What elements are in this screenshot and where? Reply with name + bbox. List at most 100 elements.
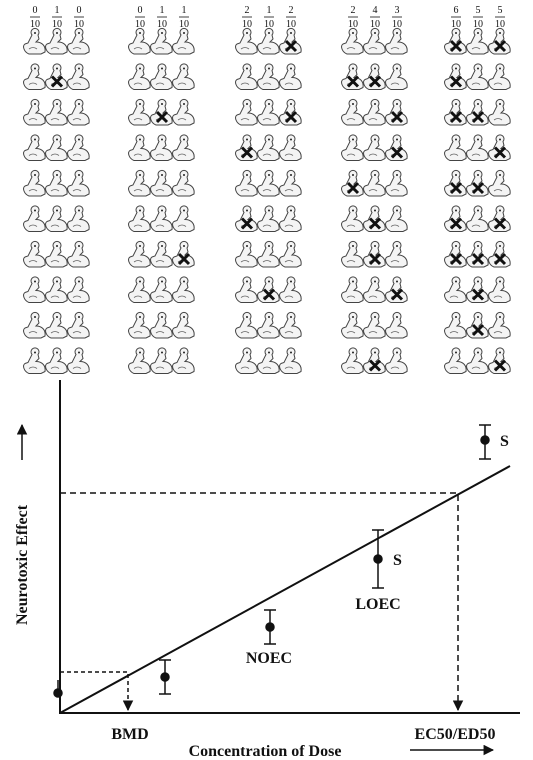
duck-body	[364, 99, 386, 125]
duck-body	[46, 99, 68, 125]
duck	[258, 135, 280, 161]
duck	[386, 28, 408, 54]
duck-body	[467, 348, 489, 374]
duck-eye	[352, 68, 354, 70]
duck-eye	[374, 68, 376, 70]
duck-body	[173, 28, 195, 54]
duck-eye	[78, 68, 80, 70]
duck	[24, 28, 46, 54]
duck-body	[386, 170, 408, 196]
duck	[445, 312, 467, 338]
duck-eye	[246, 210, 248, 212]
duck-eye	[183, 281, 185, 283]
duck-body	[151, 170, 173, 196]
duck	[129, 28, 151, 54]
duck	[489, 99, 511, 125]
duck-eye	[455, 352, 457, 354]
s-label: S	[393, 552, 402, 569]
duck-eye	[161, 281, 163, 283]
duck	[445, 277, 467, 303]
duck-eye	[34, 210, 36, 212]
duck	[258, 241, 280, 267]
duck	[24, 64, 46, 90]
duck-eye	[246, 174, 248, 176]
duck	[386, 348, 408, 374]
duck	[46, 99, 68, 125]
duck-body	[342, 348, 364, 374]
duck	[489, 348, 511, 374]
duck-eye	[56, 316, 58, 318]
duck-eye	[246, 103, 248, 105]
duck	[173, 64, 195, 90]
duck-eye	[139, 281, 141, 283]
duck-eye	[246, 316, 248, 318]
duck-body	[386, 277, 408, 303]
duck-body	[342, 28, 364, 54]
duck	[46, 135, 68, 161]
duck	[173, 99, 195, 125]
duck-body	[258, 64, 280, 90]
duck-body	[24, 64, 46, 90]
duck-eye	[78, 210, 80, 212]
duck	[280, 135, 302, 161]
duck-eye	[499, 352, 501, 354]
duck	[445, 28, 467, 54]
duck-eye	[139, 139, 141, 141]
duck-eye	[183, 245, 185, 247]
duck-eye	[139, 68, 141, 70]
duck	[342, 135, 364, 161]
fraction-numerator: 2	[289, 5, 294, 16]
duck-body	[489, 241, 511, 267]
duck	[342, 170, 364, 196]
duck-body	[386, 312, 408, 338]
duck-body	[342, 64, 364, 90]
duck	[236, 348, 258, 374]
duck-body	[151, 348, 173, 374]
duck	[68, 312, 90, 338]
duck-eye	[477, 281, 479, 283]
duck	[445, 241, 467, 267]
duck-body	[342, 312, 364, 338]
duck-eye	[290, 281, 292, 283]
duck-eye	[455, 103, 457, 105]
duck	[68, 348, 90, 374]
duck	[236, 277, 258, 303]
duck-eye	[246, 32, 248, 34]
y-axis-title: Neurotoxic Effect	[14, 504, 31, 625]
duck-eye	[183, 352, 185, 354]
duck-eye	[139, 210, 141, 212]
duck	[280, 64, 302, 90]
duck-body	[151, 64, 173, 90]
fraction-numerator: 1	[182, 5, 187, 16]
duck-eye	[396, 103, 398, 105]
duck	[46, 170, 68, 196]
duck	[386, 135, 408, 161]
duck	[236, 170, 258, 196]
duck	[258, 170, 280, 196]
duck-body	[236, 135, 258, 161]
duck	[258, 64, 280, 90]
duck-eye	[34, 139, 36, 141]
duck-eye	[78, 245, 80, 247]
duck-eye	[78, 174, 80, 176]
duck-body	[46, 241, 68, 267]
duck-body	[445, 135, 467, 161]
duck-eye	[34, 103, 36, 105]
duck	[236, 241, 258, 267]
duck-body	[258, 99, 280, 125]
duck-body	[68, 206, 90, 232]
duck	[342, 28, 364, 54]
duck-eye	[352, 281, 354, 283]
duck-eye	[268, 32, 270, 34]
duck	[68, 99, 90, 125]
duck-eye	[352, 210, 354, 212]
duck	[129, 64, 151, 90]
duck-eye	[139, 316, 141, 318]
duck	[258, 312, 280, 338]
duck	[386, 170, 408, 196]
duck-eye	[455, 281, 457, 283]
duck-eye	[246, 68, 248, 70]
duck	[46, 206, 68, 232]
duck-body	[151, 99, 173, 125]
duck	[151, 241, 173, 267]
